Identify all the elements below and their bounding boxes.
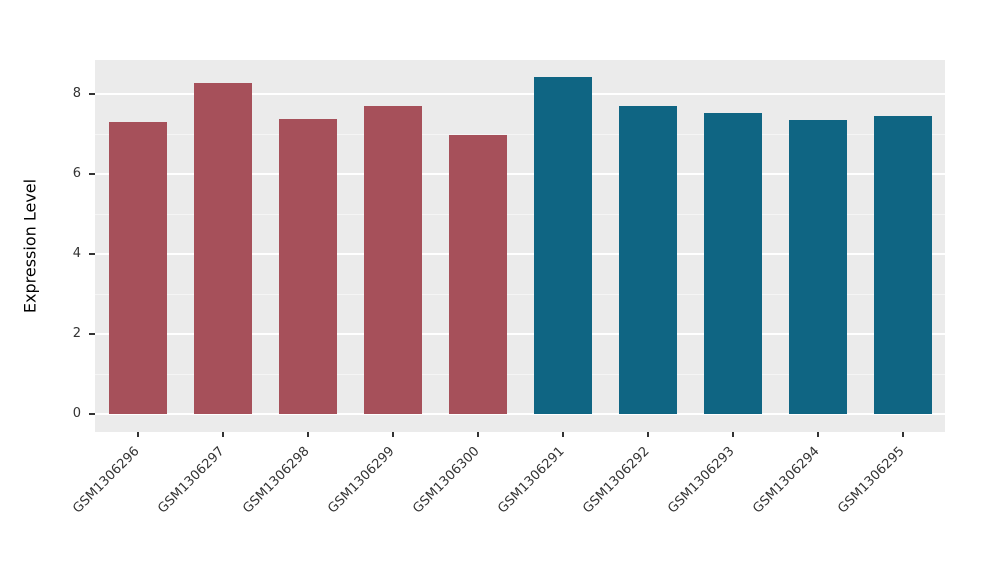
bar-GSM1306296 — [108, 122, 167, 414]
major-gridline — [95, 333, 945, 335]
x-tick-mark — [391, 432, 394, 437]
y-tick-label: 2 — [72, 326, 81, 341]
y-tick-mark — [89, 173, 95, 175]
major-gridline — [95, 93, 945, 95]
x-tick-mark — [646, 432, 649, 437]
plot-panel — [95, 60, 945, 432]
bar-GSM1306291 — [533, 77, 592, 414]
y-tick-mark — [89, 333, 95, 335]
minor-gridline — [95, 134, 945, 135]
x-tick-label: GSM1306295 — [834, 444, 908, 517]
bar-GSM1306292 — [618, 106, 677, 414]
y-tick-mark — [89, 413, 95, 415]
y-tick-label: 4 — [72, 246, 81, 261]
x-tick-mark — [731, 432, 734, 437]
x-tick-mark — [306, 432, 309, 437]
major-gridline — [95, 173, 945, 175]
minor-gridline — [95, 374, 945, 375]
y-tick-label: 0 — [72, 406, 81, 421]
x-tick-mark — [221, 432, 224, 437]
minor-gridline — [95, 214, 945, 215]
bar-GSM1306293 — [703, 113, 762, 414]
bar-GSM1306295 — [873, 116, 932, 414]
bar-GSM1306299 — [363, 106, 422, 414]
y-tick-label: 6 — [72, 166, 81, 181]
bar-GSM1306298 — [278, 118, 337, 414]
x-tick-mark — [561, 432, 564, 437]
bar-GSM1306300 — [448, 135, 507, 414]
y-tick-mark — [89, 253, 95, 255]
major-gridline — [95, 253, 945, 255]
minor-gridline — [95, 294, 945, 295]
x-tick-mark — [816, 432, 819, 437]
x-tick-mark — [136, 432, 139, 437]
bar-GSM1306297 — [193, 82, 252, 414]
y-tick-mark — [89, 93, 95, 95]
y-tick-label: 8 — [72, 86, 81, 101]
bar-GSM1306294 — [788, 119, 847, 414]
x-tick-mark — [476, 432, 479, 437]
x-tick-mark — [901, 432, 904, 437]
major-gridline — [95, 413, 945, 415]
